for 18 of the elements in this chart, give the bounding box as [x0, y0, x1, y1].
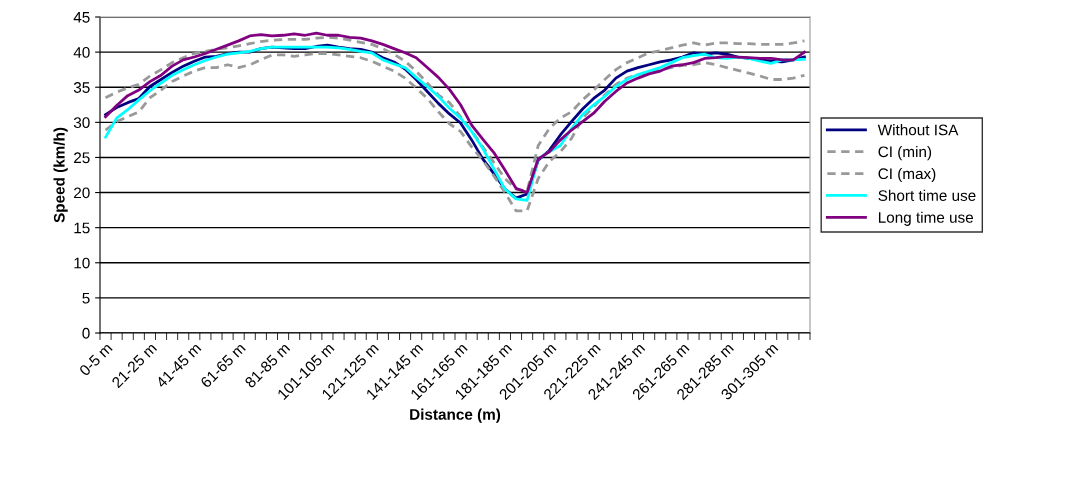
- y-tick-label: 30: [73, 117, 90, 129]
- legend-label: CI (max): [878, 167, 936, 183]
- y-tick-label: 25: [74, 152, 90, 164]
- y-tick-label: 45: [73, 12, 90, 23]
- x-tick-label: 0-5 m: [78, 342, 113, 377]
- legend-label: Short time use: [878, 189, 976, 201]
- y-tick-label: 10: [74, 257, 90, 269]
- legend-label: Long time use: [878, 211, 974, 226]
- y-tick-label: 5: [82, 292, 90, 304]
- legend-label: Without ISA: [877, 124, 959, 136]
- y-tick-label: 40: [73, 46, 90, 58]
- y-axis-title: Speed (km/h): [53, 127, 68, 223]
- legend-label: CI (min): [878, 146, 932, 161]
- y-tick-label: 20: [74, 187, 90, 199]
- y-tick-label: 15: [74, 222, 90, 234]
- x-axis-title: Distance (m): [410, 408, 501, 423]
- y-tick-label: 35: [73, 82, 90, 93]
- y-tick-label: 0: [82, 327, 90, 339]
